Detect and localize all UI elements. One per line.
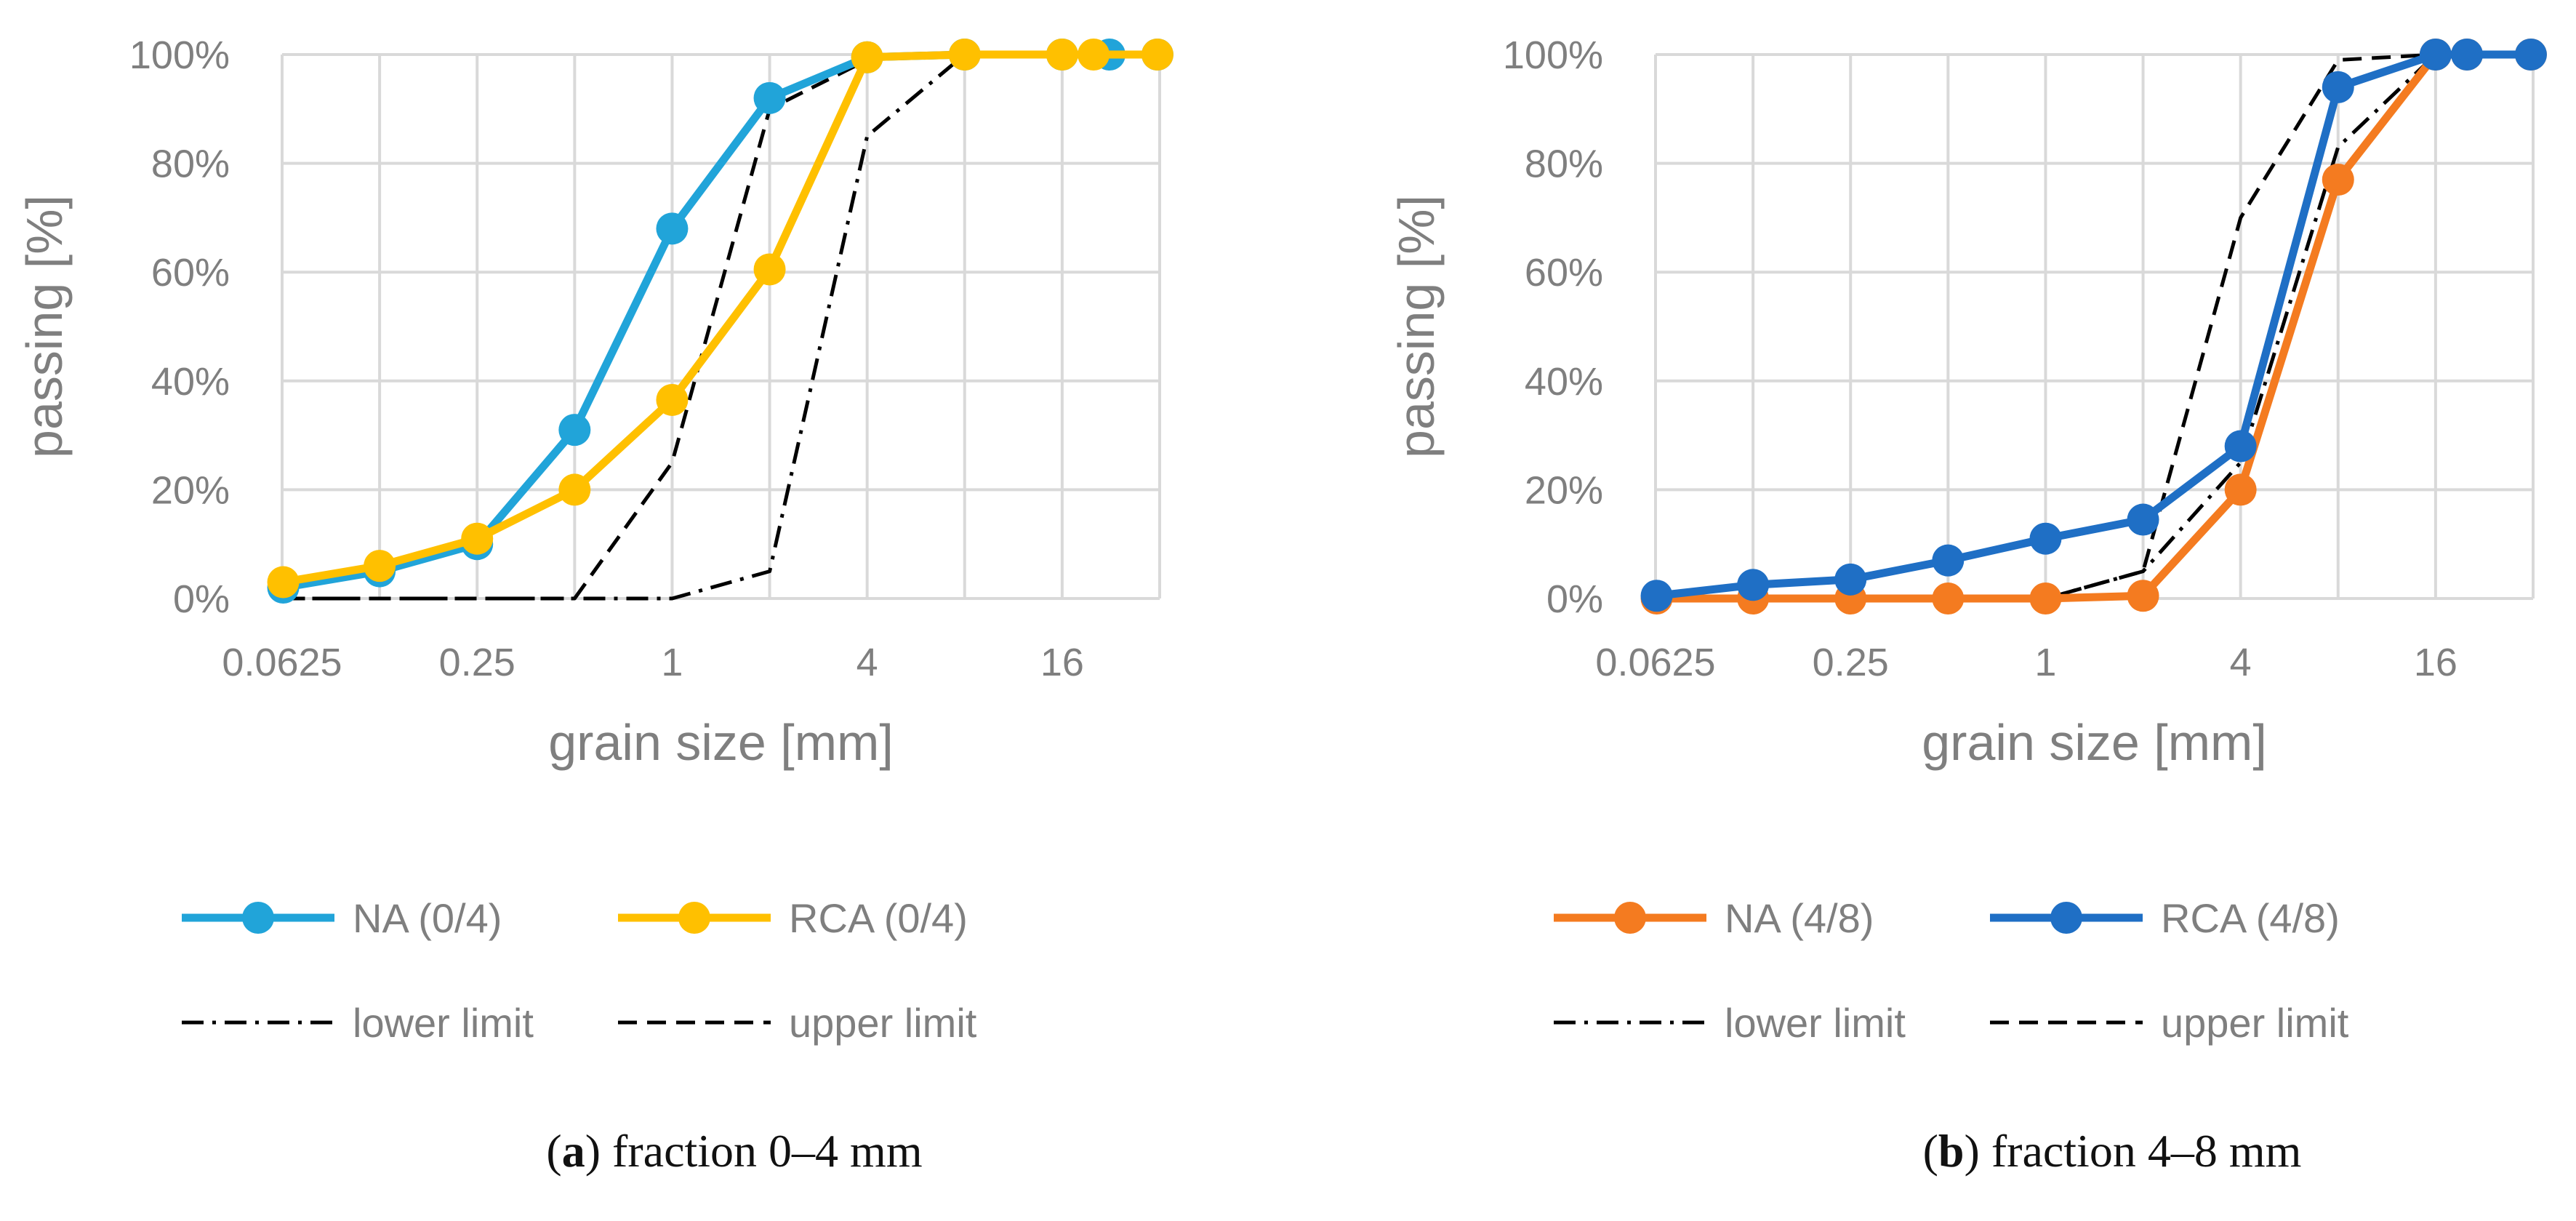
legend-label: RCA (0/4)	[789, 895, 968, 941]
data-point	[2127, 580, 2159, 612]
data-point	[2029, 583, 2062, 614]
x-tick-label: 1	[2034, 641, 2056, 684]
y-tick-label: 20%	[1525, 468, 1603, 512]
y-axis-title: passing [%]	[1388, 195, 1445, 458]
data-point	[267, 566, 300, 599]
data-point	[2419, 39, 2452, 71]
series-line	[282, 50, 1157, 592]
legend-label: lower limit	[1725, 1000, 1906, 1046]
data-point	[364, 550, 396, 583]
x-tick-label: 16	[2414, 641, 2457, 684]
x-tick-label: 16	[1040, 641, 1084, 684]
series-line	[283, 52, 1157, 601]
legend-label: upper limit	[789, 1000, 977, 1046]
y-axis-title: passing [%]	[16, 195, 73, 458]
legend-swatch-marker	[242, 902, 274, 934]
data-point	[1737, 569, 1770, 601]
x-tick-label: 0.25	[1813, 641, 1889, 684]
data-point	[851, 41, 883, 73]
data-point	[948, 39, 981, 71]
y-tick-label: 0%	[1546, 577, 1603, 621]
data-point	[1932, 583, 1965, 614]
data-point	[2224, 430, 2257, 463]
y-tick-label: 100%	[129, 33, 230, 77]
x-tick-label: 0.0625	[222, 641, 342, 684]
data-point	[2322, 164, 2354, 196]
series-line	[1656, 50, 2531, 603]
legend-label: NA (0/4)	[353, 895, 502, 941]
data-point	[656, 212, 689, 245]
series-line	[282, 50, 1157, 587]
x-axis-title: grain size [mm]	[548, 714, 894, 771]
legend-label: lower limit	[353, 1000, 534, 1046]
caption-paren: (	[1923, 1125, 1938, 1177]
data-point	[1932, 544, 1965, 577]
x-tick-label: 4	[856, 641, 878, 684]
data-point	[1078, 39, 1110, 71]
data-point	[2322, 71, 2354, 103]
legend-label: RCA (4/8)	[2161, 895, 2340, 941]
y-tick-label: 80%	[1525, 143, 1603, 186]
data-point	[2224, 473, 2257, 506]
data-point	[753, 81, 786, 114]
legend-label: NA (4/8)	[1725, 895, 1874, 941]
y-tick-label: 80%	[151, 143, 230, 186]
series-line	[1656, 50, 2531, 600]
chart-a: 0% 20% 40% 60% 80% 100% 0.0625 0.25 1 4 16 grain si…	[16, 33, 1173, 1177]
x-tick-label: 0.25	[439, 641, 515, 684]
y-tick-label: 60%	[151, 251, 230, 295]
x-axis-title: grain size [mm]	[1922, 714, 2267, 771]
x-tick-label: 4	[2230, 641, 2252, 684]
series-line	[1656, 52, 2531, 601]
y-tick-label: 100%	[1503, 33, 1603, 77]
figure-caption: (a) fraction 0–4 mm	[546, 1125, 922, 1177]
data-point	[2514, 39, 2547, 71]
data-point	[656, 383, 689, 416]
data-point	[1834, 563, 1867, 596]
y-tick-label: 20%	[151, 468, 230, 512]
data-point	[558, 473, 591, 506]
data-point	[753, 253, 786, 286]
caption-text: ) fraction 0–4 mm	[585, 1125, 923, 1177]
legend-label: upper limit	[2161, 1000, 2349, 1046]
data-point	[2127, 503, 2159, 536]
legend-swatch-marker	[1614, 902, 1646, 934]
data-point	[2029, 522, 2062, 555]
data-point	[1046, 39, 1078, 71]
legend-swatch-marker	[678, 902, 710, 934]
y-tick-label: 40%	[151, 360, 230, 404]
caption-paren: (	[546, 1125, 561, 1177]
data-point	[1141, 39, 1173, 71]
y-tick-label: 0%	[173, 577, 230, 621]
data-point	[2451, 39, 2484, 71]
caption-letter: a	[562, 1125, 585, 1177]
series-line	[283, 52, 1157, 601]
data-point	[461, 522, 494, 555]
y-tick-label: 40%	[1525, 360, 1603, 404]
y-tick-label: 60%	[1525, 251, 1603, 295]
chart-b: 0% 20% 40% 60% 80% 100% 0.0625 0.25 1 4 16 grain si…	[1388, 33, 2547, 1177]
caption-text: ) fraction 4–8 mm	[1965, 1125, 2302, 1177]
data-point	[1640, 580, 1673, 612]
x-tick-label: 0.0625	[1595, 641, 1715, 684]
data-point	[558, 414, 591, 447]
legend-swatch-marker	[2050, 902, 2082, 934]
figure-caption: (b) fraction 4–8 mm	[1923, 1125, 2302, 1177]
x-tick-label: 1	[661, 641, 683, 684]
caption-letter: b	[1938, 1125, 1965, 1177]
series-line	[1656, 52, 2531, 601]
